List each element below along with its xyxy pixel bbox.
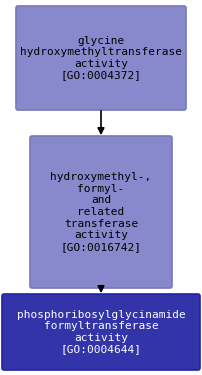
FancyBboxPatch shape xyxy=(16,6,186,110)
Text: hydroxymethyl-,
formyl-
and
related
transferase
activity
[GO:0016742]: hydroxymethyl-, formyl- and related tran… xyxy=(50,172,152,252)
FancyBboxPatch shape xyxy=(30,136,172,288)
Text: glycine
hydroxymethyltransferase
activity
[GO:0004372]: glycine hydroxymethyltransferase activit… xyxy=(20,36,182,80)
FancyBboxPatch shape xyxy=(2,294,200,370)
Text: phosphoribosylglycinamide
formyltransferase
activity
[GO:0004644]: phosphoribosylglycinamide formyltransfer… xyxy=(17,310,185,354)
